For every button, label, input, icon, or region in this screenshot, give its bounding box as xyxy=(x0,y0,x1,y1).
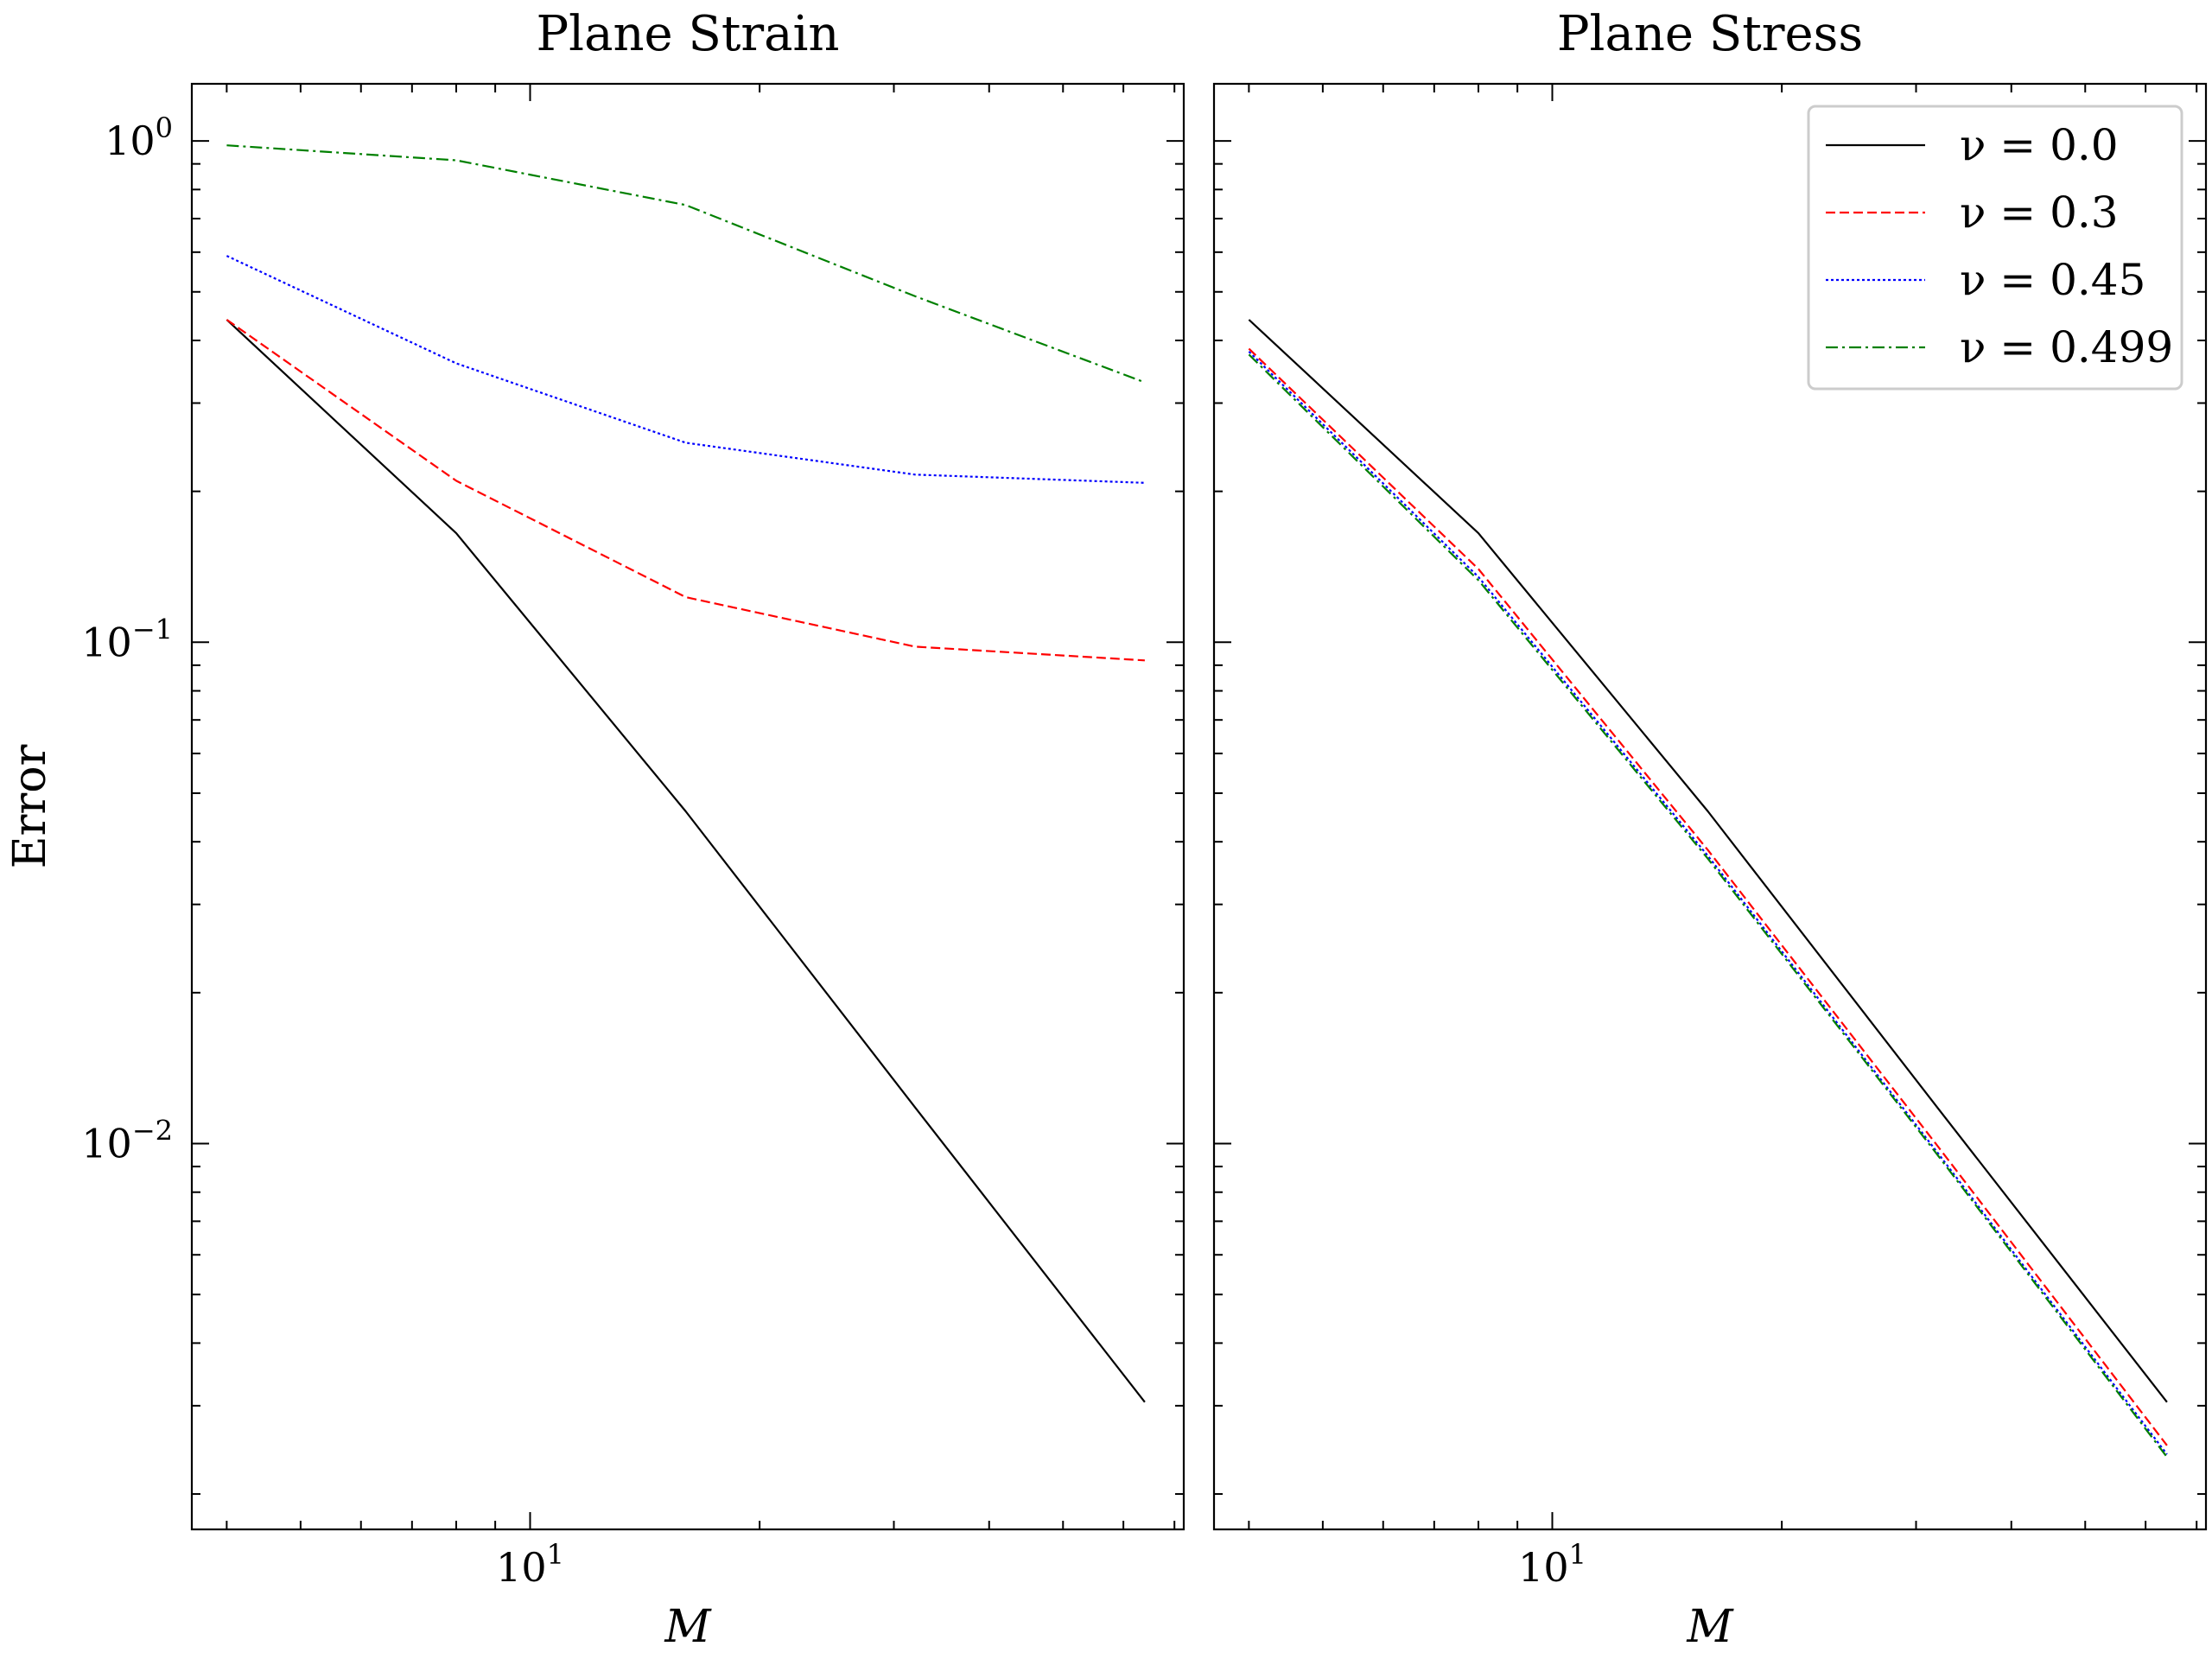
x-tick-label: 101 xyxy=(496,1538,564,1591)
series-line-1 xyxy=(1248,347,2168,1446)
legend-label: ν = 0.45 xyxy=(1960,255,2145,305)
y-tick-label: 10−2 xyxy=(81,1115,173,1167)
y-axis-label: Error xyxy=(4,744,56,868)
legend-label: ν = 0.3 xyxy=(1960,188,2119,238)
axes-frame xyxy=(190,82,1185,1531)
y-tick-label: 100 xyxy=(105,111,173,164)
y-tick-label: 10−1 xyxy=(81,613,173,665)
series-line-0 xyxy=(226,319,1146,1403)
axis-ticks xyxy=(1214,84,2206,1529)
plane-strain-panel: Plane Strain 101 100 10−1 10−2 M Error xyxy=(4,6,1185,1653)
series-line-1 xyxy=(226,319,1145,662)
x-axis-label: M xyxy=(1686,1601,1734,1653)
axis-ticks xyxy=(192,84,1184,1529)
legend-label: ν = 0.499 xyxy=(1960,322,2173,372)
series-line-3 xyxy=(1248,353,2168,1458)
legend: ν = 0.0 ν = 0.3 ν = 0.45 ν = 0.499 xyxy=(1807,105,2183,391)
chart-title: Plane Strain xyxy=(537,6,840,62)
x-axis-label: M xyxy=(664,1601,712,1653)
series-line-0 xyxy=(1248,319,2168,1403)
series-line-3 xyxy=(226,144,1146,384)
axes-frame xyxy=(1212,82,2208,1531)
x-tick-label: 101 xyxy=(1518,1538,1586,1591)
series-line-2 xyxy=(226,255,1145,484)
series-line-2 xyxy=(1248,351,2168,1455)
chart-title: Plane Stress xyxy=(1557,6,1863,62)
legend-label: ν = 0.0 xyxy=(1960,120,2119,170)
legend-box xyxy=(1807,105,2183,391)
